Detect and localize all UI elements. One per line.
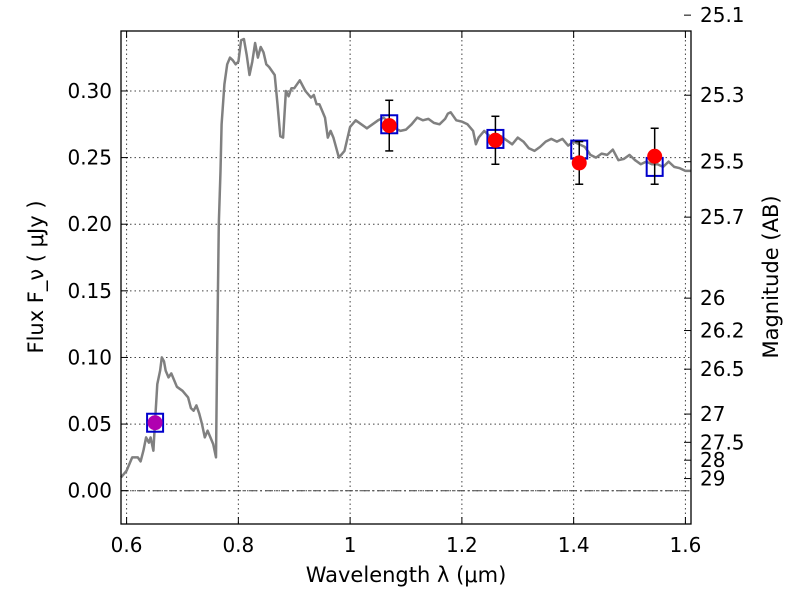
grid [121, 31, 691, 524]
mag-tick-label: 27.5 [700, 430, 745, 454]
x-tick-label: 0.8 [222, 533, 254, 557]
mag-tick-label: 25.5 [700, 150, 745, 174]
model-photometry-square [146, 412, 165, 433]
x-axis-label: Wavelength λ (μm) [306, 563, 507, 587]
x-tick-label: 1.2 [446, 533, 478, 557]
x-tick-label: 1.6 [670, 533, 702, 557]
mag-tick-label: 25.7 [700, 205, 745, 229]
y-axis-right-label: Magnitude (AB) [759, 195, 783, 358]
y-axis-label: Flux F_ν ( μJy ) [24, 200, 49, 353]
y-tick-label: 0.10 [67, 345, 112, 369]
mag-tick-label: 26 [700, 286, 725, 310]
observed-flux-point [147, 415, 163, 431]
mag-tick-label: 26.5 [700, 357, 745, 381]
observed-flux-point [487, 132, 503, 148]
y-tick-label: 0.30 [67, 79, 112, 103]
mag-tick-label: 28 [700, 448, 725, 472]
mag-tick-label: 27 [700, 402, 725, 426]
mag-tick-label: 25.3 [700, 83, 745, 107]
observed-flux-point [647, 148, 663, 164]
observed-flux-point [381, 118, 397, 134]
ticks: 0.6 0.8 1 1.2 1.4 1.6 0.00 0.05 0.10 0.15 0.20 0.25… [67, 3, 744, 557]
y-tick-label: 0.25 [67, 146, 112, 170]
plot-frame [120, 30, 692, 525]
mag-tick-label: 25.1 [700, 3, 745, 27]
plot-series [120, 37, 691, 479]
x-tick-label: 0.6 [111, 533, 143, 557]
x-tick-label: 1 [344, 533, 357, 557]
y-tick-label: 0.15 [67, 279, 112, 303]
observed-flux-point [571, 155, 587, 171]
model-spectrum-line [120, 37, 691, 479]
y-tick-label: 0.05 [67, 412, 112, 436]
y-tick-label: 0.00 [67, 479, 112, 503]
y-tick-label: 0.20 [67, 212, 112, 236]
mag-tick-label: 29 [700, 467, 725, 491]
mag-tick-label: 26.2 [700, 319, 745, 343]
x-tick-label: 1.4 [558, 533, 590, 557]
